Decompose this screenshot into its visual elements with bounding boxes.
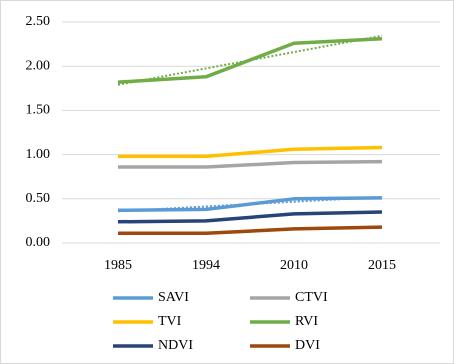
x-tick-label: 2010 (280, 258, 308, 273)
x-tick-label: 1985 (104, 258, 132, 273)
series-line (118, 225, 383, 236)
legend-label: TVI (158, 314, 182, 329)
x-tick-label: 1994 (192, 258, 220, 273)
series-line (117, 37, 383, 84)
legend-label: NDVI (158, 338, 193, 353)
series-line (118, 145, 383, 159)
x-tick-label: 2015 (368, 258, 396, 273)
legend-label: RVI (295, 314, 318, 329)
y-tick-label: 1.50 (26, 103, 51, 118)
y-tick-label: 2.50 (26, 14, 51, 29)
series-line (117, 210, 383, 224)
series-line (117, 196, 383, 213)
y-tick-label: 2.00 (26, 58, 51, 73)
legend-label: DVI (295, 338, 320, 353)
legend-label: SAVI (158, 290, 189, 305)
legend-label: CTVI (295, 290, 328, 305)
trendline (117, 34, 383, 86)
series-line (118, 159, 383, 169)
y-tick-label: 0.00 (26, 235, 51, 250)
y-tick-label: 1.00 (26, 147, 51, 162)
y-tick-label: 0.50 (26, 191, 51, 206)
